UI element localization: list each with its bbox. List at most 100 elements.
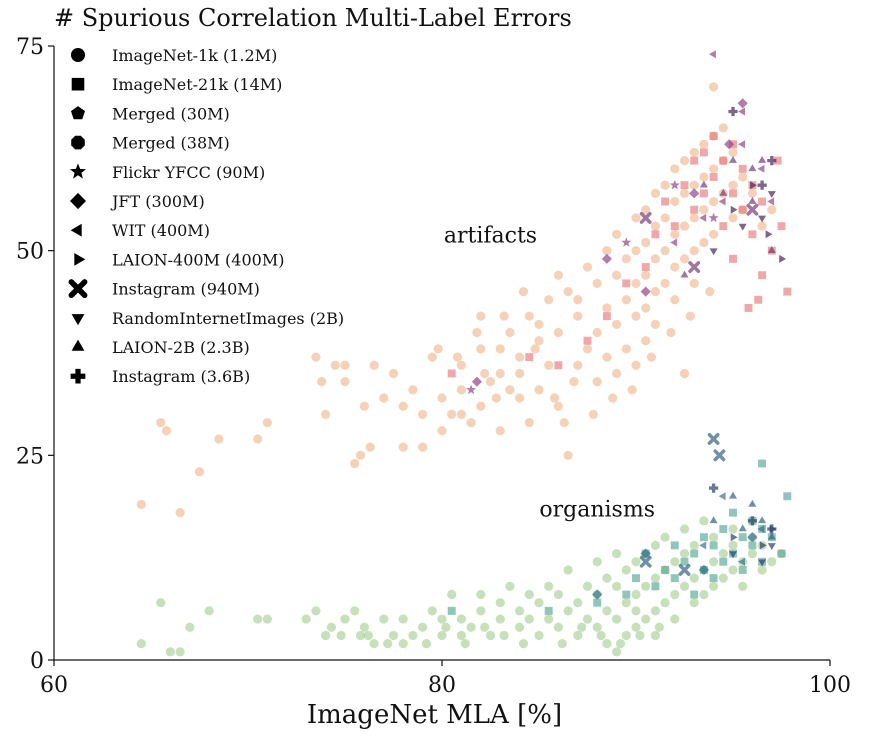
organisms-circle-point [592, 557, 602, 567]
artifacts-circle-point [582, 262, 593, 272]
organisms-circle-point [359, 622, 369, 632]
organisms-circle-point [767, 557, 777, 567]
organisms-circle-point [709, 532, 719, 542]
organisms-circle-point [689, 573, 699, 583]
organisms-circle-point [388, 630, 399, 641]
organisms-circle-point [466, 622, 476, 632]
artifacts-circle-point [311, 352, 321, 362]
artifacts-square-point [447, 369, 456, 378]
artifacts-circle-point [515, 393, 525, 403]
organisms-circle-point [418, 622, 428, 632]
organisms-circle-point [553, 622, 564, 632]
artifacts-triangle-down-point [758, 215, 767, 223]
artifacts-circle-point [214, 434, 224, 444]
artifacts-circle-point [660, 246, 670, 256]
artifacts-circle-point [689, 180, 699, 190]
artifacts-circle-point [689, 246, 699, 256]
organisms-circle-point [631, 557, 641, 567]
organisms-triangle-down-point [729, 551, 737, 559]
artifacts-circle-point [666, 327, 676, 338]
organisms-circle-point [398, 639, 408, 649]
organisms-circle-point [602, 606, 612, 616]
artifacts-circle-point [524, 311, 534, 321]
organisms-circle-point [185, 622, 195, 632]
artifacts-circle-point [699, 205, 709, 215]
artifacts-x-point [746, 203, 759, 216]
legend-label: JFT (300M) [110, 192, 205, 211]
artifacts-circle-point [685, 311, 695, 321]
artifacts-star-point [708, 212, 719, 223]
organisms-circle-point [699, 589, 709, 600]
legend-marker-diamond [70, 192, 86, 210]
organisms-circle-point [596, 630, 606, 641]
organisms-circle-point [631, 606, 641, 616]
artifacts-circle-point [194, 467, 205, 477]
organisms-diamond-point [698, 564, 709, 575]
artifacts-circle-point [518, 287, 529, 297]
artifacts-plus-point [757, 180, 767, 190]
artifacts-triangle-up-point [748, 196, 757, 204]
artifacts-circle-point [569, 377, 579, 387]
organisms-square-point [783, 492, 792, 501]
organisms-circle-point [757, 565, 767, 575]
artifacts-circle-point [689, 213, 699, 223]
artifacts-circle-point [679, 156, 690, 166]
organisms-triangle-up-point [729, 491, 737, 499]
artifacts-triangle-up-point [680, 270, 689, 278]
artifacts-circle-point [670, 196, 680, 207]
organisms-circle-point [175, 647, 185, 657]
artifacts-circle-point [641, 237, 651, 248]
y-tick-label: 50 [16, 240, 44, 265]
organisms-square-point [544, 606, 553, 615]
artifacts-circle-point [388, 368, 399, 379]
organisms-circle-point [709, 557, 719, 567]
legend-marker-plus [70, 368, 86, 384]
artifacts-square-point [661, 197, 670, 206]
artifacts-circle-point [359, 401, 369, 411]
artifacts-circle-point [660, 180, 670, 190]
legend-label: Merged (38M) [112, 134, 230, 153]
organisms-circle-point [582, 614, 593, 624]
artifacts-circle-point [602, 352, 612, 362]
organisms-circle-point [679, 524, 690, 534]
artifacts-square-point [699, 148, 708, 157]
organisms-circle-point [421, 639, 432, 649]
artifacts-circle-point [350, 458, 360, 469]
organisms-x-point [639, 555, 652, 568]
artifacts-circle-point [340, 360, 350, 370]
organisms-square-point [748, 541, 757, 550]
legend-marker-square [71, 77, 85, 91]
artifacts-circle-point [612, 368, 622, 379]
organisms-circle-point [515, 606, 525, 616]
artifacts-circle-point [418, 442, 428, 452]
x-tick-label: 80 [428, 673, 456, 698]
artifacts-triangle-left-point [709, 50, 716, 59]
organisms-circle-point [738, 581, 748, 591]
artifacts-square-point [748, 230, 757, 239]
organisms-plus-point [747, 516, 758, 526]
organisms-circle-point [136, 639, 146, 649]
artifacts-circle-point [340, 377, 350, 387]
organisms-square-point [758, 459, 767, 468]
organisms-triangle-up-point [758, 516, 767, 524]
organisms-plus-point [767, 524, 777, 534]
artifacts-circle-point [641, 270, 651, 280]
legend-marker-triangle-left [70, 223, 82, 237]
artifacts-star-point [466, 384, 477, 395]
artifacts-circle-point [515, 368, 525, 379]
artifacts-circle-point [253, 434, 263, 444]
artifacts-circle-point [433, 344, 443, 354]
x-tick-label: 60 [40, 673, 68, 698]
annotations: artifacts organisms [444, 223, 655, 522]
organisms-circle-point [689, 540, 699, 550]
artifacts-circle-point [592, 327, 602, 338]
organisms-circle-point [336, 630, 346, 641]
artifacts-circle-point [476, 401, 486, 411]
organisms-triangle-left-point [699, 541, 707, 550]
artifacts-triangle-right-point [765, 230, 773, 239]
artifacts-square-point [651, 230, 660, 239]
artifacts-square-point [758, 271, 767, 280]
legend-marker-circle [71, 48, 85, 62]
organisms-circle-point [165, 647, 175, 657]
organisms-circle-point [699, 516, 709, 526]
